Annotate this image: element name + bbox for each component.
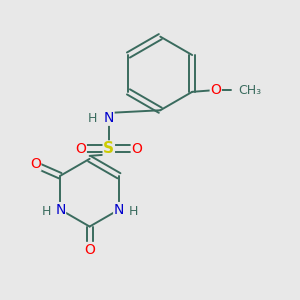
Text: N: N [55,202,65,217]
Text: O: O [131,142,142,155]
Text: CH₃: CH₃ [238,84,261,97]
Text: H: H [88,112,97,125]
Text: O: O [210,83,221,98]
Text: S: S [103,141,114,156]
Text: H: H [41,205,51,218]
Text: O: O [84,242,95,256]
Text: N: N [103,111,114,125]
Text: N: N [114,202,124,217]
Text: H: H [128,205,138,218]
Text: O: O [75,142,86,155]
Text: O: O [30,157,41,171]
